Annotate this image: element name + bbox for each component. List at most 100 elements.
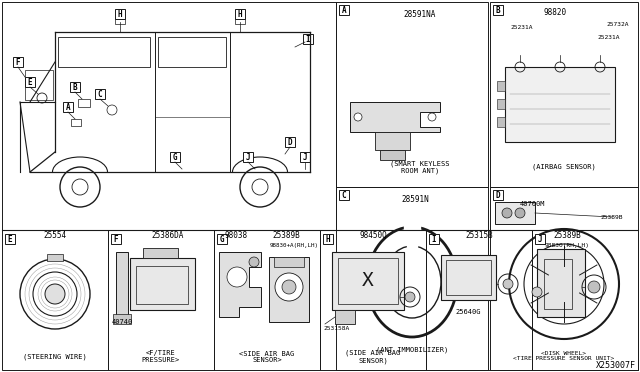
Circle shape [249, 257, 259, 267]
Bar [111, 234, 121, 244]
Bar [235, 19, 245, 24]
Text: 25231A: 25231A [510, 25, 532, 29]
Text: F: F [16, 58, 20, 67]
Bar [136, 266, 188, 304]
Bar [25, 77, 35, 87]
Bar [217, 234, 227, 244]
Text: X: X [362, 272, 374, 291]
Bar [70, 82, 80, 92]
Bar [115, 9, 125, 19]
Circle shape [503, 279, 513, 289]
Circle shape [428, 113, 436, 121]
Bar [158, 37, 226, 67]
Bar [495, 202, 535, 224]
Circle shape [546, 266, 582, 302]
Text: (SMART KEYLESS
ROOM ANT): (SMART KEYLESS ROOM ANT) [390, 160, 450, 174]
Bar [497, 117, 505, 127]
Bar [274, 257, 304, 267]
Text: 25386DA: 25386DA [152, 231, 184, 240]
Bar [339, 190, 349, 200]
Bar [78, 99, 90, 107]
Bar [25, 70, 53, 100]
Text: <F/TIRE
PRESSURE>: <F/TIRE PRESSURE> [142, 350, 180, 363]
Bar [441, 255, 496, 300]
Bar [335, 310, 355, 324]
Bar [323, 234, 333, 244]
Text: 98450Q: 98450Q [359, 231, 387, 240]
Text: 253158A: 253158A [323, 326, 349, 330]
Text: 40740: 40740 [111, 319, 132, 325]
Circle shape [227, 267, 247, 287]
Text: 25389B: 25389B [272, 231, 300, 240]
Bar [108, 230, 214, 370]
Bar [243, 152, 253, 162]
Circle shape [275, 273, 303, 301]
Bar [214, 230, 320, 370]
Text: C: C [98, 90, 102, 99]
Bar [336, 2, 488, 187]
Bar [535, 234, 545, 244]
Bar [63, 102, 73, 112]
Text: (ANT IMMOBILIZER): (ANT IMMOBILIZER) [376, 347, 448, 353]
Text: 25554: 25554 [44, 231, 67, 240]
Bar [116, 252, 128, 317]
Text: 40700M: 40700M [520, 201, 545, 207]
Text: G: G [173, 153, 177, 161]
Bar [130, 258, 195, 310]
Text: B: B [73, 83, 77, 92]
Circle shape [588, 281, 600, 293]
Bar [285, 137, 295, 147]
Bar [332, 252, 404, 310]
Bar [170, 152, 180, 162]
Bar [380, 150, 405, 160]
Polygon shape [219, 252, 261, 317]
Text: (STEERING WIRE): (STEERING WIRE) [23, 354, 87, 360]
Text: I: I [306, 35, 310, 44]
Text: X253007F: X253007F [596, 362, 636, 371]
Bar [47, 254, 63, 261]
Text: 28591N: 28591N [401, 195, 429, 203]
Text: (SIDE AIR BAG
SENSOR): (SIDE AIR BAG SENSOR) [346, 350, 401, 364]
Circle shape [532, 287, 542, 297]
Circle shape [282, 280, 296, 294]
Bar [320, 230, 426, 370]
Text: H: H [237, 10, 243, 19]
Bar [13, 57, 23, 67]
Text: H: H [326, 234, 330, 244]
Text: 25389B: 25389B [553, 231, 581, 240]
Bar [429, 234, 439, 244]
Bar [493, 190, 503, 200]
Bar [537, 249, 585, 317]
Bar [58, 37, 150, 67]
Text: I: I [432, 234, 436, 244]
Bar [95, 89, 105, 99]
Bar [426, 230, 532, 370]
Circle shape [502, 208, 512, 218]
Circle shape [45, 284, 65, 304]
Bar [544, 259, 572, 309]
Bar [2, 2, 336, 230]
Text: 253158: 253158 [465, 231, 493, 240]
Text: J: J [246, 153, 250, 161]
Bar [300, 152, 310, 162]
Text: 98038: 98038 [225, 231, 248, 240]
Polygon shape [350, 102, 440, 132]
Bar [375, 132, 410, 150]
Text: F: F [114, 234, 118, 244]
Text: 98830+A(RH,LH): 98830+A(RH,LH) [269, 243, 319, 247]
Bar [71, 119, 81, 126]
Text: J: J [538, 234, 542, 244]
Bar [493, 5, 503, 15]
Circle shape [354, 113, 362, 121]
Text: H: H [118, 10, 122, 19]
Text: D: D [496, 190, 500, 199]
Bar [336, 187, 488, 370]
Bar [143, 248, 178, 258]
Text: 98820: 98820 [543, 7, 566, 16]
Bar [339, 5, 349, 15]
Text: 28591NA: 28591NA [404, 10, 436, 19]
Text: 25640G: 25640G [455, 309, 481, 315]
Bar [497, 81, 505, 91]
Text: 25231A: 25231A [598, 35, 620, 39]
Text: A: A [66, 103, 70, 112]
